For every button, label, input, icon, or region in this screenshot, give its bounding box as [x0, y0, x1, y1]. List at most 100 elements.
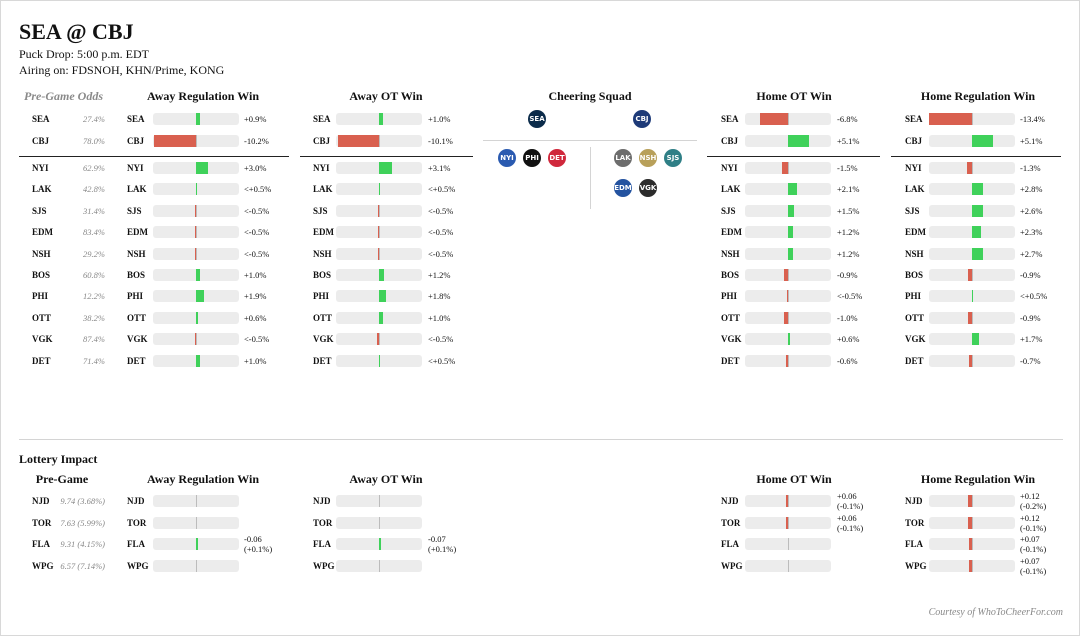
home-ot-team-sjs: SJS: [721, 205, 736, 217]
away-reg-bar-cbj-track: [153, 135, 239, 147]
home-reg-bar-sea-midline: [972, 113, 973, 125]
lottery-home-reg-bar-tor-track: [929, 517, 1015, 529]
lottery-away-ot-team-fla: FLA: [313, 538, 331, 550]
lottery-home-ot-value-njd: +0.06 (-0.1%): [837, 491, 879, 511]
pregame-odds-vgk: 87.4%: [71, 333, 105, 345]
home-reg-bar-phi-track: [929, 290, 1015, 302]
away-reg-value-sjs: <-0.5%: [244, 206, 269, 216]
lottery-away-reg-bar-wpg-midline: [196, 560, 197, 572]
team-label-sea: SEA: [32, 113, 50, 125]
home-ot-bar-cbj-fill: [788, 135, 809, 147]
away-reg-header: Away Regulation Win: [123, 89, 283, 103]
away-reg-bar-nsh-track: [153, 248, 239, 260]
away-reg-value-lak: <+0.5%: [244, 184, 271, 194]
away-reg-bar-bos-fill: [196, 269, 200, 281]
home-reg-bar-sjs-track: [929, 205, 1015, 217]
away-ot-bar-lak-track: [336, 183, 422, 195]
away-ot-value-nsh: <-0.5%: [428, 249, 453, 259]
home-reg-team-cbj: CBJ: [905, 135, 922, 147]
home-ot-bar-det-midline: [788, 355, 789, 367]
away-reg-team-sjs: SJS: [127, 205, 142, 217]
home-ot-team-cbj: CBJ: [721, 135, 738, 147]
home-reg-team-nsh: NSH: [905, 248, 924, 260]
home-ot-value-lak: +2.1%: [837, 184, 860, 194]
away-reg-bar-vgk-fill: [195, 333, 196, 345]
home-reg-value-edm: +2.3%: [1020, 227, 1043, 237]
lottery-home-reg-bar-tor-fill: [968, 517, 972, 529]
home-ot-bar-phi-fill: [787, 290, 788, 302]
lottery-away-ot-team-njd: NJD: [313, 495, 331, 507]
home-ot-value-nsh: +1.2%: [837, 249, 860, 259]
home-reg-value-nyi: -1.3%: [1020, 163, 1041, 173]
team-label-lak: LAK: [32, 183, 52, 195]
divider-home-ot: [707, 156, 880, 157]
away-reg-team-sea: SEA: [127, 113, 145, 125]
lottery-away-reg-team-wpg: WPG: [127, 560, 149, 572]
divider-left: [19, 156, 289, 157]
lottery-away-reg-team-fla: FLA: [127, 538, 145, 550]
team-label-vgk: VGK: [32, 333, 53, 345]
away-ot-bar-phi-fill: [379, 290, 386, 302]
home-ot-bar-cbj-track: [745, 135, 831, 147]
home-ot-bar-sea-fill: [760, 113, 788, 125]
away-ot-bar-edm-track: [336, 226, 422, 238]
away-reg-value-phi: +1.9%: [244, 291, 267, 301]
lottery-home-reg-bar-wpg-midline: [972, 560, 973, 572]
home-reg-bar-ott-fill: [968, 312, 972, 324]
blue-jackets-logo: CBJ: [633, 110, 651, 128]
home-ot-bar-lak-fill: [788, 183, 797, 195]
away-ot-team-cbj: CBJ: [313, 135, 330, 147]
lottery-away-ot-team-wpg: WPG: [313, 560, 335, 572]
lottery-home-ot-team-njd: NJD: [721, 495, 739, 507]
home-ot-value-edm: +1.2%: [837, 227, 860, 237]
islanders-logo: NYI: [498, 149, 516, 167]
away-reg-value-ott: +0.6%: [244, 313, 267, 323]
away-ot-value-nyi: +3.1%: [428, 163, 451, 173]
predators-logo: NSH: [639, 149, 657, 167]
home-reg-header: Home Regulation Win: [898, 89, 1058, 103]
lottery-team-njd: NJD: [32, 495, 50, 507]
lottery-home-reg-team-fla: FLA: [905, 538, 923, 550]
pregame-odds-header: Pre-Game Odds: [24, 89, 103, 103]
home-ot-bar-ott-fill: [784, 312, 788, 324]
home-reg-value-cbj: +5.1%: [1020, 136, 1043, 146]
away-reg-bar-sjs-track: [153, 205, 239, 217]
home-reg-bar-det-midline: [972, 355, 973, 367]
credit-text: Courtesy of WhoToCheerFor.com: [929, 607, 1063, 618]
pregame-odds-nyi: 62.9%: [71, 162, 105, 174]
away-reg-bar-nyi-fill: [196, 162, 208, 174]
lottery-home-reg-value-njd: +0.12 (-0.2%): [1020, 491, 1062, 511]
away-ot-team-nsh: NSH: [313, 248, 332, 260]
home-reg-bar-det-fill: [969, 355, 972, 367]
home-reg-team-sea: SEA: [905, 113, 923, 125]
page-title: SEA @ CBJ: [19, 19, 134, 45]
away-ot-bar-sjs-track: [336, 205, 422, 217]
away-ot-bar-cbj-track: [336, 135, 422, 147]
home-reg-team-bos: BOS: [905, 269, 923, 281]
lottery-home-ot-bar-njd-fill: [786, 495, 788, 507]
home-ot-team-nsh: NSH: [721, 248, 740, 260]
away-ot-bar-edm-midline: [379, 226, 380, 238]
away-ot-team-vgk: VGK: [313, 333, 334, 345]
home-reg-bar-nsh-fill: [972, 248, 983, 260]
home-ot-bar-det-track: [745, 355, 831, 367]
lottery-away-reg-bar-njd-track: [153, 495, 239, 507]
lottery-home-ot-team-tor: TOR: [721, 517, 740, 529]
lottery-team-fla: FLA: [32, 538, 50, 550]
away-ot-team-phi: PHI: [313, 290, 329, 302]
away-reg-bar-ott-fill: [196, 312, 198, 324]
away-reg-bar-ott-track: [153, 312, 239, 324]
home-ot-team-vgk: VGK: [721, 333, 742, 345]
lottery-home-ot-bar-tor-track: [745, 517, 831, 529]
away-reg-bar-sjs-fill: [195, 205, 196, 217]
puck-drop-time: Puck Drop: 5:00 p.m. EDT: [19, 47, 149, 61]
cheering-vertical-divider: [590, 147, 591, 209]
home-reg-bar-edm-fill: [972, 226, 981, 238]
away-ot-bar-nsh-fill: [378, 248, 379, 260]
sharks-logo: SJS: [664, 149, 682, 167]
away-ot-team-bos: BOS: [313, 269, 331, 281]
lottery-home-reg-header: Home Regulation Win: [898, 472, 1058, 486]
home-ot-team-ott: OTT: [721, 312, 740, 324]
pregame-odds-sea: 27.4%: [71, 113, 105, 125]
lottery-home-reg-bar-fla-midline: [972, 538, 973, 550]
